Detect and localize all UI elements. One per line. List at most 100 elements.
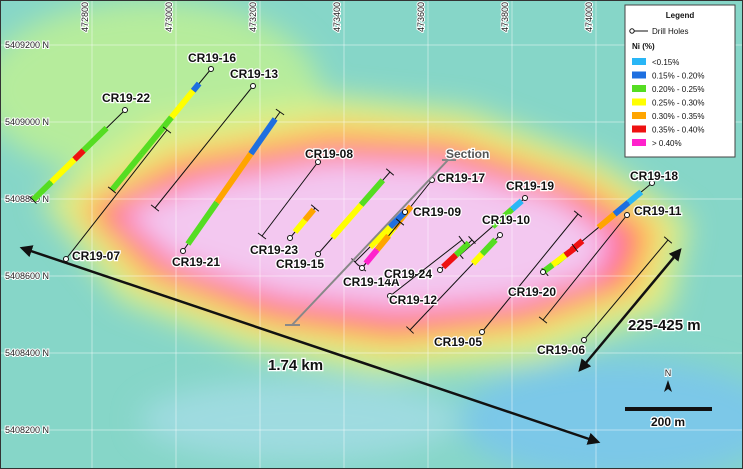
ni-interval — [190, 81, 202, 93]
hole-collar — [522, 195, 528, 201]
hole-collar — [649, 180, 655, 186]
hole-end-tick — [395, 218, 405, 226]
legend-class-label: > 0.40% — [652, 139, 682, 148]
drill-hole-label: CR19-08 — [305, 147, 353, 161]
hole-end-tick — [29, 196, 37, 204]
width-range: 225-425 m — [628, 317, 701, 334]
legend-swatch — [632, 112, 646, 119]
easting-label: 473600 E — [416, 0, 426, 32]
hole-collar — [581, 337, 587, 343]
legend-hole-collar — [629, 28, 635, 34]
northing-label: 5408600 N — [5, 271, 49, 281]
scale-bar-label: 200 m — [651, 415, 685, 429]
drill-hole-trace — [154, 85, 254, 209]
legend-class-label: 0.20% - 0.25% — [652, 85, 704, 94]
legend-swatch — [632, 125, 646, 133]
ni-interval — [626, 189, 644, 205]
hole-collar — [287, 235, 293, 241]
hole-collar — [315, 159, 321, 165]
hole-collar — [497, 232, 503, 238]
drill-hole-label: CR19-21 — [172, 255, 220, 269]
legend-class-label: 0.25% - 0.30% — [652, 99, 704, 108]
strike-length: 1.74 km — [268, 357, 323, 374]
easting-label: 473400 E — [332, 0, 342, 32]
ni-interval — [367, 224, 393, 250]
ni-interval — [169, 85, 199, 120]
legend: Legend Drill Holes Ni (%) <0.15% 0.15% - … — [624, 4, 736, 158]
drill-hole-label: CR19-07 — [72, 249, 120, 263]
ni-interval — [612, 200, 631, 217]
ni-interval — [49, 157, 77, 185]
legend-swatch — [632, 85, 646, 92]
hole-collar — [208, 66, 214, 72]
drill-hole-label: CR19-20 — [508, 285, 556, 299]
ni-interval — [109, 151, 145, 192]
hole-collar — [122, 107, 128, 113]
ni-interval — [510, 198, 524, 212]
hole-end-tick — [162, 126, 172, 134]
legend-title: Legend — [666, 11, 695, 20]
hole-end-tick — [257, 232, 267, 240]
ni-interval — [81, 125, 109, 153]
northing-label: 5408200 N — [5, 425, 49, 435]
drill-hole-trace — [261, 161, 319, 237]
ni-interval — [248, 117, 278, 156]
northing-label: 5408800 N — [5, 194, 49, 204]
drill-hole-label: CR19-13 — [230, 67, 278, 81]
drill-hole-trace — [65, 129, 168, 260]
drill-hole-label: CR19-23 — [250, 243, 298, 257]
northing-label: 5409200 N — [5, 40, 49, 50]
ni-interval — [358, 178, 386, 207]
hole-end-tick — [310, 204, 320, 212]
ni-interval — [139, 115, 174, 156]
hole-end-tick — [385, 168, 395, 176]
easting-label: 473200 E — [248, 0, 258, 32]
drill-hole-label: CR19-22 — [102, 91, 150, 105]
hole-end-tick — [275, 108, 285, 116]
hole-end-tick — [468, 236, 476, 244]
hole-end-tick — [573, 210, 583, 218]
drill-hole-label: CR19-18 — [630, 169, 678, 183]
hole-collar — [315, 251, 321, 257]
hole-end-tick — [663, 236, 673, 244]
scale-bar — [625, 407, 712, 411]
legend-drill-holes: Drill Holes — [652, 27, 688, 36]
legend-class-label: 0.35% - 0.40% — [652, 126, 704, 135]
hole-collar — [359, 265, 365, 271]
easting-label: 473800 E — [500, 0, 510, 32]
ni-interval — [72, 148, 86, 162]
drill-hole-label: CR19-17 — [437, 171, 485, 185]
ni-interval — [302, 207, 317, 222]
easting-label: 472800 E — [80, 0, 90, 32]
drill-hole-label: CR19-16 — [188, 51, 236, 65]
hole-collar — [250, 83, 256, 89]
easting-label: 473000 E — [164, 0, 174, 32]
drill-hole-label: CR19-09 — [413, 205, 461, 219]
ni-interval — [330, 202, 364, 240]
drill-hole-label: CR19-10 — [482, 213, 530, 227]
ni-interval — [214, 151, 254, 205]
legend-swatch — [632, 139, 646, 146]
strike-arrow — [19, 245, 601, 445]
northing-label: 5409000 N — [5, 117, 49, 127]
legend-class-label: 0.15% - 0.20% — [652, 72, 704, 81]
hole-collar — [540, 269, 546, 275]
northing-label: 5408400 N — [5, 348, 49, 358]
hole-end-tick — [107, 186, 117, 194]
hole-collar — [624, 212, 630, 218]
ni-interval — [30, 179, 54, 203]
drill-hole-label: CR19-05 — [434, 335, 482, 349]
drill-hole-label: CR19-11 — [634, 204, 682, 218]
drill-hole-label: CR19-06 — [537, 343, 585, 357]
hole-end-tick — [150, 204, 160, 212]
legend-swatch — [632, 71, 646, 79]
hole-collar — [180, 248, 186, 254]
hole-collar — [402, 209, 408, 215]
legend-class-label: <0.15% — [652, 58, 679, 67]
legend-ni-title: Ni (%) — [632, 42, 655, 51]
legend-swatch — [632, 98, 646, 106]
width-arrow — [578, 248, 682, 372]
ni-interval — [185, 200, 220, 246]
ni-interval — [596, 211, 617, 230]
